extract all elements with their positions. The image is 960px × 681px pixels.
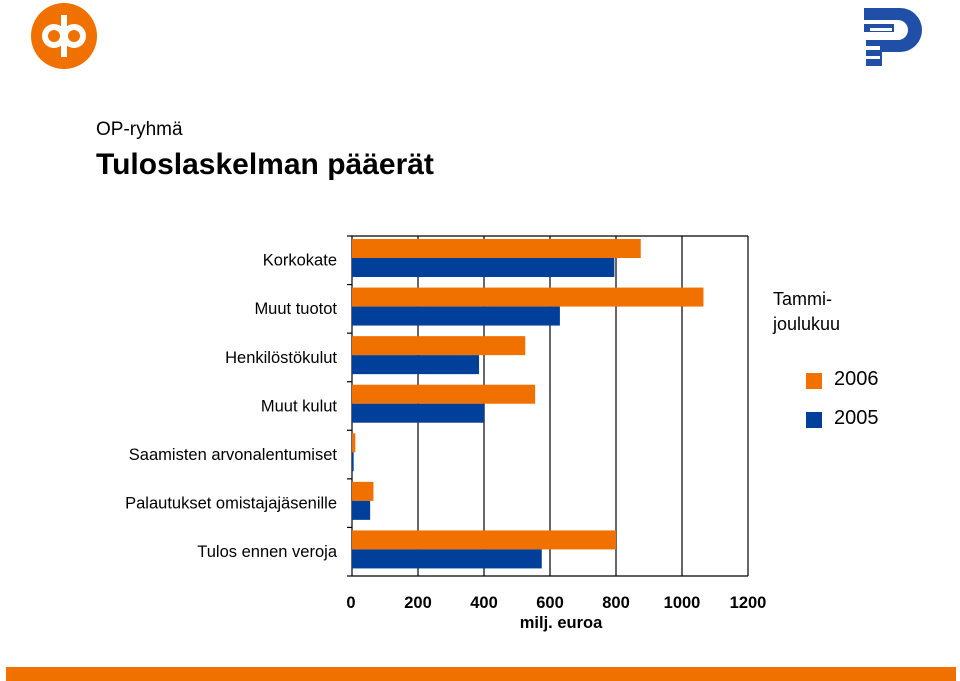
bar-2005-5 — [352, 500, 371, 520]
category-labels: Korkokate Muut tuotot Henkilöstökulut Muut … — [125, 252, 338, 561]
tick-label-0: 0 — [346, 594, 355, 612]
legend-label-2006: 2006 — [834, 368, 879, 390]
category-label: Muut kulut — [261, 397, 338, 415]
bar-2006-5 — [352, 481, 374, 501]
category-label: Muut tuotot — [254, 300, 337, 318]
category-label: Tulos ennen veroja — [197, 543, 338, 561]
legend-swatch-2005 — [806, 412, 822, 428]
bar-2005-1 — [352, 306, 560, 326]
tick-labels: 0 200 400 600 800 1000 1200 — [346, 594, 766, 612]
legend-swatch-2006 — [806, 373, 822, 389]
category-label: Henkilöstökulut — [225, 349, 337, 367]
bar-2006-0 — [352, 239, 641, 258]
bottom-accent-bar — [6, 667, 956, 681]
bar-2005-0 — [352, 258, 615, 277]
tick-label-400: 400 — [470, 594, 498, 612]
bar-2005-4 — [352, 452, 354, 472]
op-logo-icon — [31, 3, 97, 69]
bar-2005-2 — [352, 355, 480, 375]
bar-2006-2 — [352, 336, 526, 356]
bar-2006-4 — [352, 433, 356, 453]
subtitle: OP-ryhmä — [96, 119, 183, 140]
tick-label-1000: 1000 — [664, 594, 701, 612]
bar-2006-1 — [352, 287, 704, 307]
x-axis-title: milj. euroa — [520, 614, 603, 632]
bar-2005-6 — [352, 549, 542, 569]
category-label: Korkokate — [263, 252, 337, 270]
category-label: Palautukset omistajajäsenille — [125, 495, 337, 513]
legend-title-line1: Tammi- — [773, 289, 832, 309]
pohjola-logo-icon — [864, 8, 922, 66]
page-title: Tuloslaskelman pääerät — [96, 148, 434, 181]
tick-label-800: 800 — [602, 594, 630, 612]
tick-label-1200: 1200 — [730, 594, 767, 612]
tick-label-200: 200 — [404, 594, 432, 612]
category-label: Saamisten arvonalentumiset — [129, 446, 338, 464]
bar-2005-3 — [352, 403, 484, 423]
legend-label-2005: 2005 — [834, 407, 879, 429]
bars — [352, 239, 704, 569]
legend-title: Tammi- joulukuu — [773, 287, 893, 337]
tick-label-600: 600 — [536, 594, 564, 612]
legend-title-line2: joulukuu — [773, 314, 841, 334]
bar-2006-6 — [352, 530, 616, 550]
bar-2006-3 — [352, 384, 536, 404]
